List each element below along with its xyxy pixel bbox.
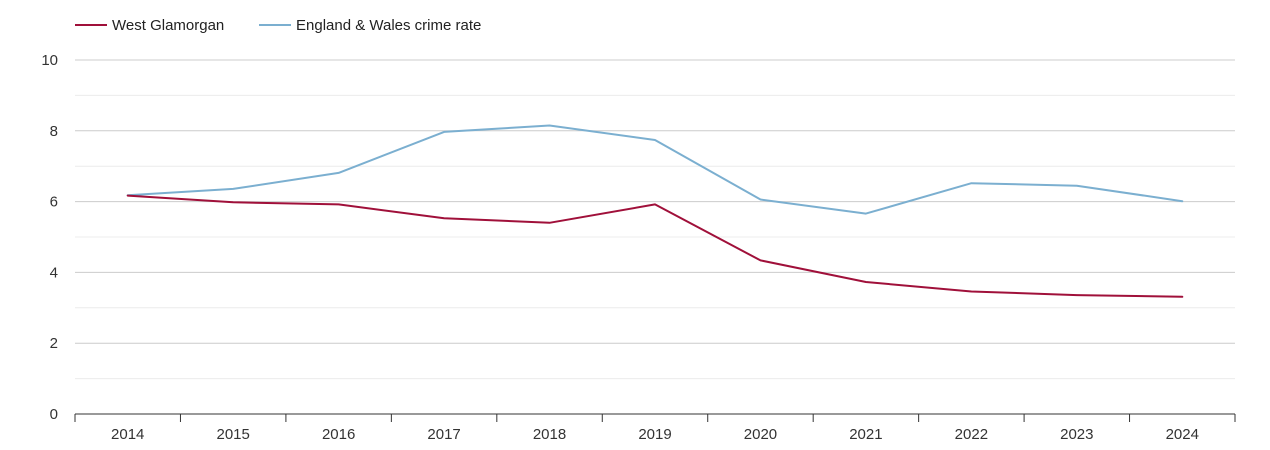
grid	[75, 59, 1235, 415]
x-tick-label: 2015	[216, 426, 249, 443]
x-tick-label: 2024	[1166, 426, 1199, 443]
y-tick-label: 10	[41, 52, 58, 69]
legend: West Glamorgan England & Wales crime rat…	[75, 17, 481, 34]
x-tick-label: 2014	[111, 426, 144, 443]
x-tick-label: 2019	[638, 426, 671, 443]
legend-label-england-wales: England & Wales crime rate	[296, 17, 481, 34]
series-line-west-glamorgan	[126, 194, 1184, 298]
legend-label-west-glamorgan: West Glamorgan	[112, 17, 224, 34]
x-tick-label: 2023	[1060, 426, 1093, 443]
y-tick-label: 2	[50, 335, 58, 352]
y-tick-label: 4	[50, 264, 58, 281]
x-tick-label: 2017	[427, 426, 460, 443]
x-axis: 2014 2015 2016 2017 2018 2019 2020 2021 2022 2023…	[74, 414, 1236, 443]
x-tick-label: 2021	[849, 426, 882, 443]
y-axis: 0 2 4 6 8 10	[41, 52, 58, 423]
series-line-england-wales	[126, 124, 1184, 215]
x-tick-label: 2020	[744, 426, 777, 443]
y-tick-label: 0	[50, 406, 58, 423]
x-tick-label: 2022	[955, 426, 988, 443]
x-tick-label: 2018	[533, 426, 566, 443]
y-tick-label: 6	[50, 194, 58, 211]
x-tick-label: 2016	[322, 426, 355, 443]
y-tick-label: 8	[50, 123, 58, 140]
series-lines	[126, 124, 1184, 298]
